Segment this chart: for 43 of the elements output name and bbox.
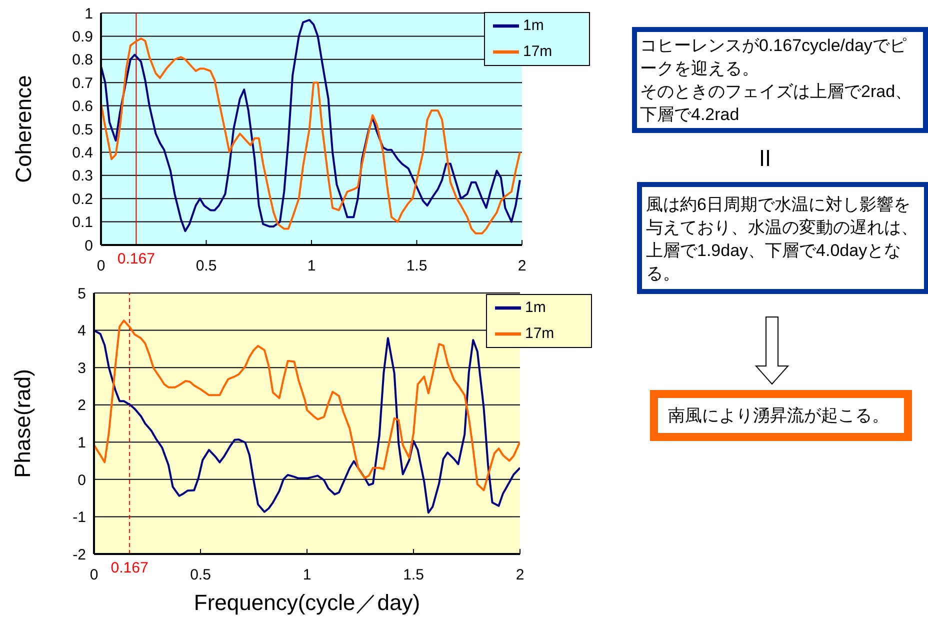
x-tick-label: 1.5 xyxy=(406,258,428,275)
text: 南風により湧昇流が起こる。 xyxy=(650,390,912,441)
y-tick-label: 0.9 xyxy=(72,28,93,46)
text: コヒーレンスが0.167cycle/dayでピークを迎える。 xyxy=(640,35,908,80)
text: 風は約6日周期で水温に対し影響を与えており、水温の変動の遅れは、上層で1.9day、下層で4.0dayとなる。 xyxy=(637,182,928,294)
y-tick-label: 5 xyxy=(78,285,86,302)
x-tick-label: 2 xyxy=(516,566,524,584)
x-tick-label: 1 xyxy=(302,566,312,584)
y-tick-label: 0.8 xyxy=(72,52,93,69)
y-tick-label: 0.4 xyxy=(72,144,93,162)
y-tick-label: 1 xyxy=(84,5,93,22)
y-tick-label: 0.6 xyxy=(72,98,93,116)
line-series xyxy=(94,329,520,514)
x-tick-label: 0 xyxy=(96,258,106,275)
ref-line-label: 0.167 xyxy=(117,250,155,268)
y-tick-label: -2 xyxy=(72,546,86,564)
y-tick-label: 1 xyxy=(78,434,86,452)
y-tick-label: -1 xyxy=(72,509,86,526)
y-tick-label: 0 xyxy=(78,472,86,489)
x-tick-label: 2 xyxy=(518,258,526,275)
x-tick-label: 0.5 xyxy=(190,566,211,584)
legend-label: 1m xyxy=(523,16,544,34)
x-tick-label: 1 xyxy=(307,258,316,275)
y-tick-label: 3 xyxy=(78,360,86,377)
x-tick-label: 1.5 xyxy=(403,566,424,584)
y-tick-label: 0 xyxy=(84,237,93,254)
y-tick-label: 0.2 xyxy=(72,190,93,208)
y-axis-title: Phase(rad) xyxy=(10,369,35,478)
y-axis-title: Coherence xyxy=(10,75,36,183)
legend-label: 17m xyxy=(525,324,554,342)
ref-line-label: 0.167 xyxy=(110,560,148,577)
y-tick-label: 0.7 xyxy=(72,74,93,92)
line-series xyxy=(94,320,520,492)
legend-label: 17m xyxy=(523,42,552,60)
y-tick-label: 2 xyxy=(78,397,86,414)
y-tick-label: 0.5 xyxy=(72,121,93,138)
y-tick-label: 0.3 xyxy=(72,168,93,185)
x-axis-title: Frequency(cycle／day) xyxy=(194,590,420,615)
legend-label: 1m xyxy=(525,298,546,316)
y-tick-label: 0.1 xyxy=(72,214,93,232)
x-tick-label: 0.5 xyxy=(196,258,217,275)
text: そのときのフェイズは上層で2rad、下層で4.2rad xyxy=(640,81,914,126)
y-tick-label: 4 xyxy=(78,322,86,340)
